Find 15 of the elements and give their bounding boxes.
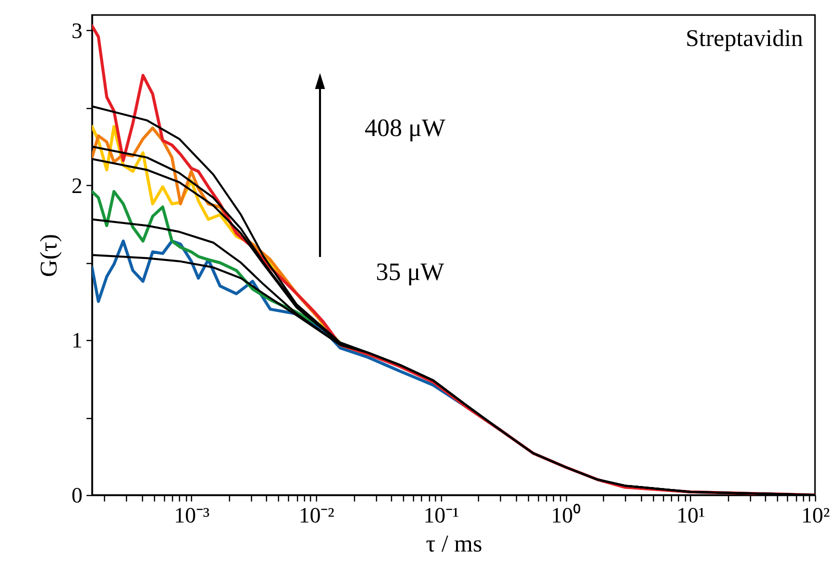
x-tick-label: 10⁻³ [174, 502, 210, 528]
x-tick-label: 10¹ [676, 502, 706, 528]
x-axis-title: τ / ms [426, 532, 482, 558]
annotation: 408 μW [364, 115, 446, 142]
y-tick-label: 2 [72, 172, 82, 198]
x-tick-label: 10² [801, 502, 830, 528]
x-tick-label: 10⁻¹ [423, 502, 460, 528]
y-tick-label: 0 [72, 482, 82, 508]
x-tick-label: 10⁻² [298, 502, 335, 528]
chart-title: Streptavidin [686, 26, 803, 52]
y-tick-label: 1 [72, 328, 82, 353]
y-axis-title: G(τ) [36, 234, 62, 277]
annotation: 35 μW [376, 259, 445, 286]
y-tick-label: 3 [72, 18, 82, 43]
x-tick-label: 10⁰ [551, 502, 582, 528]
